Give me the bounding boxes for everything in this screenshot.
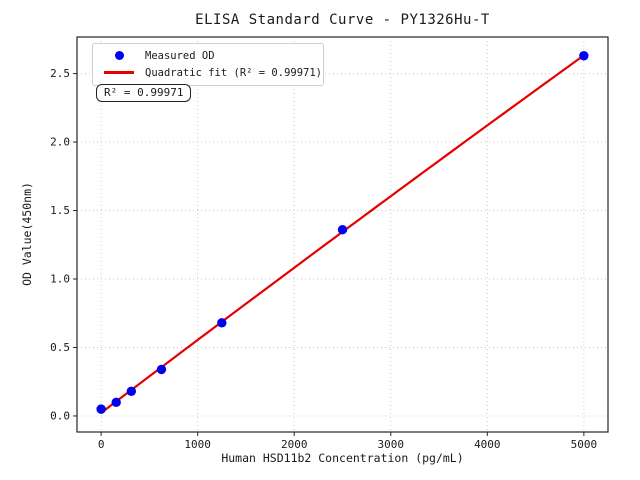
y-tick-label: 1.5 <box>50 204 70 217</box>
legend-item-measured-od: Measured OD <box>93 47 323 64</box>
axes-spines <box>76 36 609 433</box>
legend-label: Quadratic fit (R² = 0.99971) <box>145 66 323 79</box>
legend: Measured OD Quadratic fit (R² = 0.99971) <box>92 43 324 86</box>
quadratic-fit-line-icon <box>104 71 134 74</box>
x-axis-label: Human HSD11b2 Concentration (pg/mL) <box>221 451 464 465</box>
y-tick-label: 0.0 <box>50 409 70 422</box>
x-tick-label: 1000 <box>184 438 211 451</box>
y-tick-label: 2.5 <box>50 67 70 80</box>
x-tick-label: 4000 <box>474 438 501 451</box>
measured-od-point <box>126 386 137 397</box>
measured-od-marker-icon <box>114 51 124 60</box>
y-tick-label: 0.5 <box>50 341 70 354</box>
legend-label: Measured OD <box>145 49 215 62</box>
measured-od-point <box>579 51 589 61</box>
measured-od-point <box>337 225 348 235</box>
x-tick-label: 2000 <box>281 438 308 451</box>
r-squared-annotation: R² = 0.99971 <box>96 84 192 102</box>
y-tick-label: 2.0 <box>50 136 70 149</box>
x-tick-label: 5000 <box>571 438 598 451</box>
measured-od-point <box>156 364 167 375</box>
measured-od-point <box>96 404 106 414</box>
y-axis-label: OD Value(450nm) <box>20 182 34 286</box>
x-tick-label: 3000 <box>378 438 405 451</box>
x-tick-label: 0 <box>98 438 105 451</box>
y-tick-label: 1.0 <box>50 273 70 286</box>
measured-od-point <box>217 318 227 328</box>
measured-od-point <box>111 397 121 407</box>
chart-title: ELISA Standard Curve - PY1326Hu-T <box>195 12 490 28</box>
legend-item-quadratic-fit: Quadratic fit (R² = 0.99971) <box>93 64 323 81</box>
